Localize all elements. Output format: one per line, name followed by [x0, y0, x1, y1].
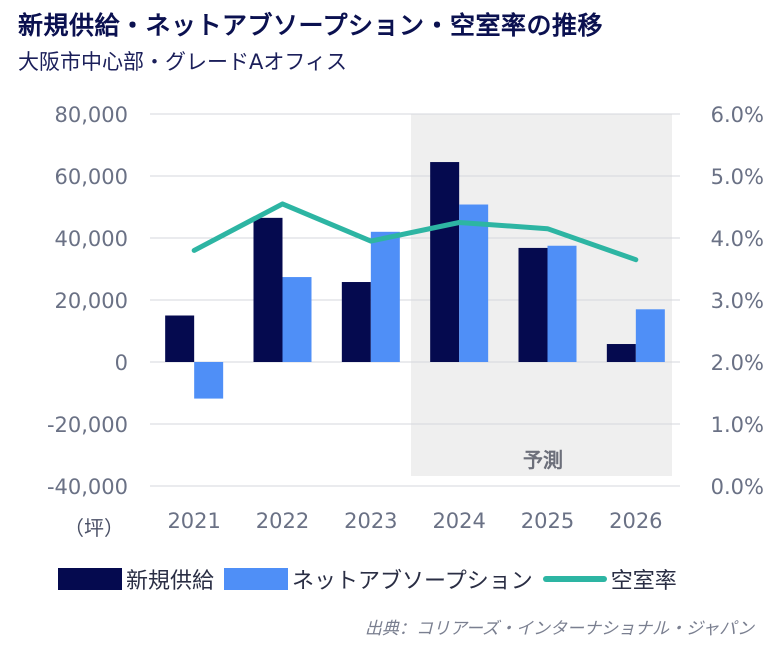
- x-tick-label: 2023: [344, 509, 397, 533]
- absorption-bar: [282, 277, 312, 362]
- absorption-bar: [459, 204, 489, 362]
- source-note: 出典：コリアーズ・インターナショナル・ジャパン: [364, 619, 754, 639]
- supply-bar: [165, 315, 195, 362]
- x-tick-label: 2021: [167, 509, 220, 533]
- y-right-tick-label: 1.0%: [711, 413, 764, 437]
- y-left-tick-label: -20,000: [47, 413, 128, 437]
- y-right-tick-label: 0.0%: [711, 475, 764, 499]
- forecast-label: 予測: [523, 448, 563, 472]
- y-right-tick-label: 5.0%: [711, 165, 764, 189]
- x-tick-label: 2024: [432, 509, 485, 533]
- vacancy-line-layer: [191, 201, 639, 263]
- absorption-bar: [370, 231, 400, 362]
- y-left-tick-label: 80,000: [55, 103, 128, 127]
- x-tick-label: 2025: [521, 509, 574, 533]
- vacancy-line: [191, 201, 639, 263]
- legend-swatch-vacancy: [542, 576, 607, 582]
- y-right-tick-label: 2.0%: [711, 351, 764, 375]
- legend: 新規供給 ネットアブソープション 空室率: [58, 562, 687, 596]
- legend-label-supply: 新規供給: [126, 569, 215, 594]
- chart-canvas: 予測 80,000 6.0% 60,000 5.0% 40,000 4.0% 20,000 3…: [47, 103, 764, 533]
- y-right-tick-label: 3.0%: [711, 289, 764, 313]
- legend-label-vacancy: 空室率: [610, 569, 677, 594]
- chart-subtitle: 大阪市中心部・グレードAオフィス: [18, 50, 347, 74]
- y-right-tick-label: 4.0%: [711, 227, 764, 251]
- gridlines: [150, 113, 680, 487]
- y-right-tick-label: 6.0%: [711, 103, 764, 127]
- supply-bar: [430, 162, 460, 362]
- y-left-tick-label: 0: [115, 351, 128, 375]
- supply-bar: [518, 247, 548, 362]
- legend-label-absorption: ネットアブソープション: [292, 569, 533, 594]
- supply-bar: [341, 282, 371, 362]
- legend-item-supply: 新規供給: [58, 563, 214, 595]
- x-tick-label: 2022: [256, 509, 309, 533]
- y-left-tick-label: 60,000: [55, 165, 128, 189]
- chart-title: 新規供給・ネットアブソープション・空室率の推移: [18, 11, 604, 40]
- absorption-bar: [194, 362, 224, 399]
- x-tick-label: 2026: [609, 509, 662, 533]
- legend-swatch-supply: [58, 568, 122, 590]
- legend-item-vacancy: 空室率: [542, 563, 677, 595]
- axis-labels: 80,000 6.0% 60,000 5.0% 40,000 4.0% 20,000 3.0%…: [47, 103, 764, 533]
- supply-bar: [606, 344, 636, 362]
- absorption-bar: [547, 245, 577, 362]
- y-axis-unit: （坪）: [64, 516, 124, 540]
- y-left-tick-label: 40,000: [55, 227, 128, 251]
- absorption-bar: [635, 309, 665, 362]
- y-left-tick-label: -40,000: [47, 475, 128, 499]
- supply-bar: [253, 217, 283, 362]
- bars: [165, 162, 665, 399]
- y-left-tick-label: 20,000: [55, 289, 128, 313]
- legend-item-absorption: ネットアブソープション: [224, 563, 533, 595]
- legend-swatch-absorption: [224, 568, 289, 590]
